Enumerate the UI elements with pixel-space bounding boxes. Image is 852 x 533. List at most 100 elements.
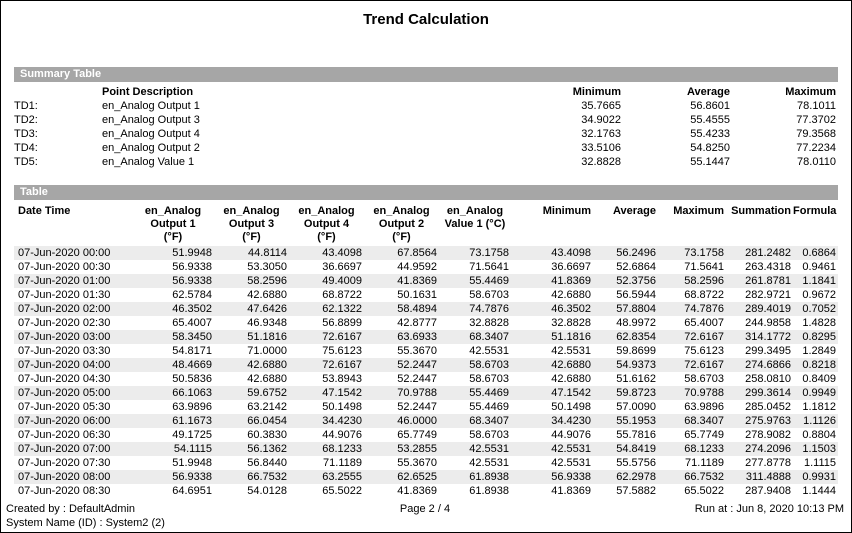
maximum-value: 77.3702 xyxy=(796,114,836,126)
point-description: en_Analog Output 1 xyxy=(102,100,200,112)
cell-date-time: 07-Jun-2020 00:30 xyxy=(18,261,111,273)
cell-maximum: 71.1189 xyxy=(685,457,724,469)
summary-col-average: Average xyxy=(686,86,730,98)
cell-output-1: 66.1063 xyxy=(172,387,212,399)
cell-output-3: 46.9348 xyxy=(247,317,287,329)
summary-row: TD1: en_Analog Output 1 35.7665 56.8601 78.1… xyxy=(14,99,838,113)
cell-date-time: 07-Jun-2020 06:00 xyxy=(18,415,111,427)
cell-value-1: 58.6703 xyxy=(469,359,509,371)
cell-date-time: 07-Jun-2020 06:30 xyxy=(18,429,111,441)
cell-maximum: 65.4007 xyxy=(684,317,724,329)
cell-formula: 1.1115 xyxy=(803,457,836,469)
cell-output-3: 44.8114 xyxy=(248,247,287,259)
maximum-value: 79.3568 xyxy=(796,128,836,140)
cell-average: 62.2978 xyxy=(616,471,656,483)
cell-summation: 282.9721 xyxy=(745,289,791,301)
table-row: 07-Jun-2020 01:00 56.9338 58.2596 49.4009 41… xyxy=(14,274,838,288)
cell-output-4: 43.4098 xyxy=(322,247,362,259)
cell-output-2: 67.8564 xyxy=(397,247,437,259)
cell-output-2: 50.1631 xyxy=(397,289,437,301)
cell-output-4: 68.8722 xyxy=(322,289,362,301)
cell-maximum: 75.6123 xyxy=(684,345,724,357)
cell-date-time: 07-Jun-2020 01:30 xyxy=(18,289,111,301)
point-description: en_Analog Output 2 xyxy=(102,142,200,154)
column-header-output-1: en_Analog Output 1 (°F) xyxy=(144,205,202,243)
trend-table: Date Time en_Analog Output 1 (°F) en_Analo… xyxy=(14,202,838,498)
column-header-date-time: Date Time xyxy=(18,205,71,217)
cell-minimum: 50.1498 xyxy=(551,401,591,413)
cell-output-2: 70.9788 xyxy=(397,387,437,399)
cell-summation: 261.8781 xyxy=(745,275,791,287)
cell-summation: 285.0452 xyxy=(745,401,791,413)
maximum-value: 78.0110 xyxy=(797,156,836,168)
cell-output-1: 46.3502 xyxy=(172,303,212,315)
cell-value-1: 74.7876 xyxy=(469,303,509,315)
page-indicator: Page 2 / 4 xyxy=(399,503,451,515)
cell-formula: 0.8218 xyxy=(802,359,836,371)
cell-summation: 311.4888 xyxy=(745,471,791,483)
cell-date-time: 07-Jun-2020 01:00 xyxy=(18,275,111,287)
average-value: 55.4555 xyxy=(690,114,730,126)
cell-value-1: 55.4469 xyxy=(469,275,509,287)
cell-date-time: 07-Jun-2020 02:00 xyxy=(18,303,111,315)
table-row: 07-Jun-2020 05:00 66.1063 59.6752 47.1542 70… xyxy=(14,386,838,400)
table-row: 07-Jun-2020 02:30 65.4007 46.9348 56.8899 42… xyxy=(14,316,838,330)
cell-average: 54.8419 xyxy=(616,443,656,455)
table-row: 07-Jun-2020 00:00 51.9948 44.8114 43.4098 67… xyxy=(14,246,838,260)
cell-output-1: 56.9338 xyxy=(172,261,212,273)
table-row: 07-Jun-2020 07:00 54.1115 56.1362 68.1233 53… xyxy=(14,442,838,456)
summary-col-minimum: Minimum xyxy=(572,86,621,98)
cell-formula: 0.8804 xyxy=(802,429,836,441)
cell-minimum: 34.4230 xyxy=(551,415,591,427)
cell-summation: 274.6866 xyxy=(745,359,791,371)
cell-value-1: 73.1758 xyxy=(469,247,509,259)
cell-output-3: 58.2596 xyxy=(247,275,287,287)
cell-date-time: 07-Jun-2020 03:30 xyxy=(18,345,111,357)
cell-output-2: 41.8369 xyxy=(397,275,437,287)
cell-output-1: 63.9896 xyxy=(172,401,212,413)
cell-output-1: 54.1115 xyxy=(173,443,212,455)
cell-formula: 1.1812 xyxy=(802,401,836,413)
cell-average: 59.8723 xyxy=(616,387,656,399)
cell-value-1: 71.5641 xyxy=(469,261,509,273)
cell-output-2: 46.0000 xyxy=(397,415,437,427)
cell-output-4: 44.9076 xyxy=(322,429,362,441)
cell-output-1: 56.9338 xyxy=(172,471,212,483)
cell-maximum: 68.3407 xyxy=(684,415,724,427)
cell-average: 57.0090 xyxy=(616,401,656,413)
cell-output-2: 53.2855 xyxy=(397,443,437,455)
cell-output-3: 66.0454 xyxy=(247,415,287,427)
cell-maximum: 65.7749 xyxy=(684,429,724,441)
cell-date-time: 07-Jun-2020 07:00 xyxy=(18,443,111,455)
cell-output-3: 51.1816 xyxy=(247,331,287,343)
cell-output-2: 55.3670 xyxy=(397,345,437,357)
cell-maximum: 72.6167 xyxy=(684,331,724,343)
cell-maximum: 66.7532 xyxy=(684,471,724,483)
cell-output-4: 34.4230 xyxy=(322,415,362,427)
column-header-output-2: en_Analog Output 2 (°F) xyxy=(373,205,430,243)
cell-formula: 1.4828 xyxy=(802,317,836,329)
minimum-value: 34.9022 xyxy=(581,114,621,126)
cell-date-time: 07-Jun-2020 08:30 xyxy=(18,485,111,497)
cell-output-2: 63.6933 xyxy=(397,331,437,343)
cell-output-2: 52.2447 xyxy=(397,373,437,385)
cell-date-time: 07-Jun-2020 07:30 xyxy=(18,457,111,469)
table-row: 07-Jun-2020 05:30 63.9896 63.2142 50.1498 52… xyxy=(14,400,838,414)
cell-minimum: 42.5531 xyxy=(551,457,591,469)
cell-date-time: 07-Jun-2020 04:00 xyxy=(18,359,111,371)
cell-summation: 244.9858 xyxy=(745,317,791,329)
trend-id: TD5: xyxy=(14,156,38,168)
cell-output-2: 41.8369 xyxy=(397,485,437,497)
summary-col-spacer xyxy=(14,85,102,99)
cell-output-4: 68.1233 xyxy=(322,443,362,455)
average-value: 55.1447 xyxy=(690,156,730,168)
cell-output-1: 64.6951 xyxy=(172,485,212,497)
table-row: 07-Jun-2020 01:30 62.5784 42.6880 68.8722 50… xyxy=(14,288,838,302)
cell-maximum: 71.5641 xyxy=(684,261,724,273)
summary-row: TD5: en_Analog Value 1 32.8828 55.1447 78.01… xyxy=(14,155,838,169)
cell-formula: 0.8409 xyxy=(802,373,836,385)
cell-output-2: 42.8777 xyxy=(397,317,437,329)
point-description: en_Analog Output 4 xyxy=(102,128,200,140)
table-row: 07-Jun-2020 06:30 49.1725 60.3830 44.9076 65… xyxy=(14,428,838,442)
cell-value-1: 68.3407 xyxy=(469,415,509,427)
